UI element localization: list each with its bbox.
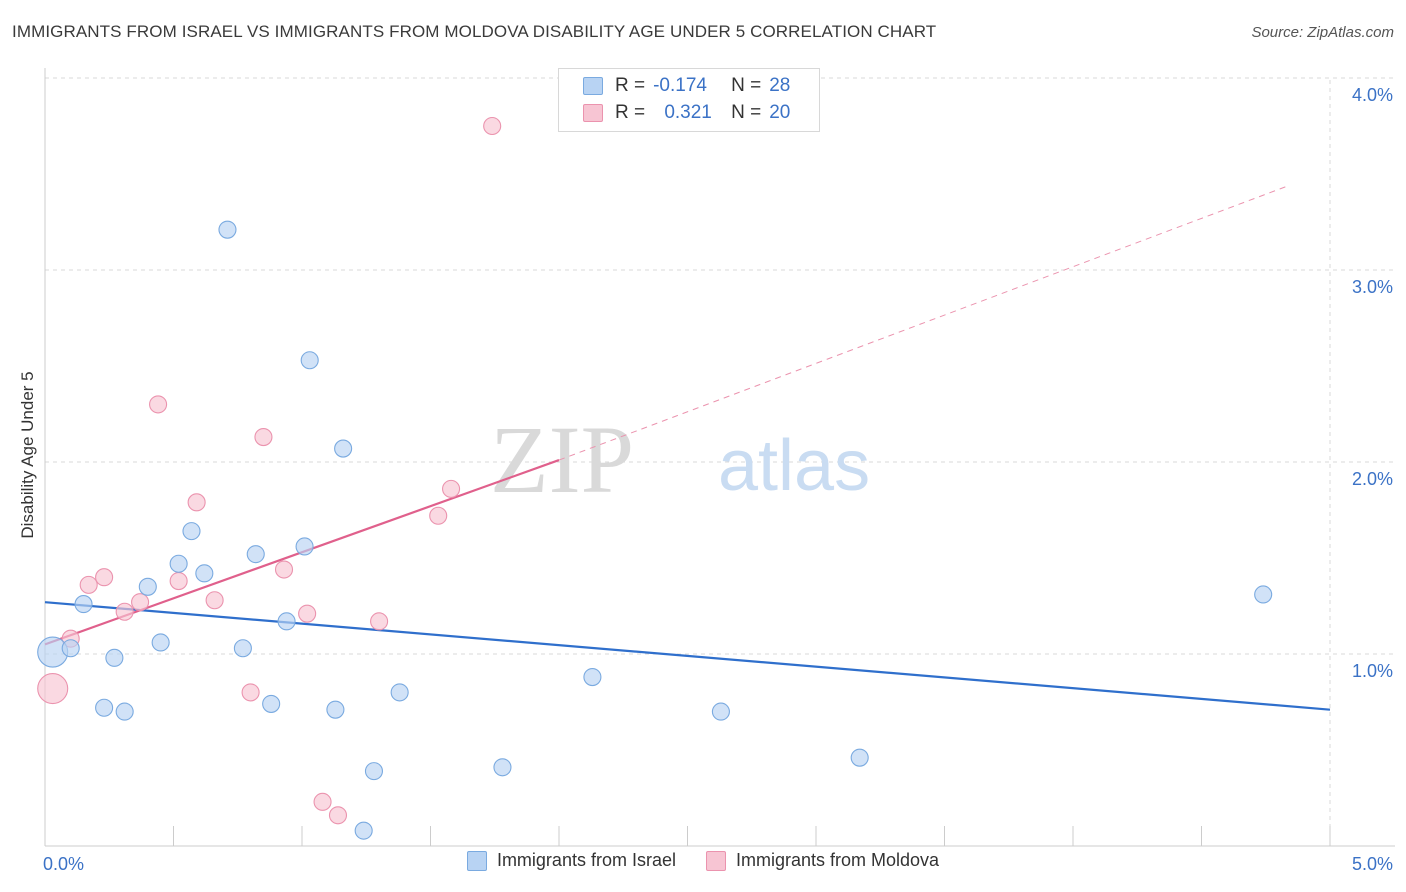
- point-israel: [74, 595, 93, 614]
- point-israel: [334, 439, 353, 458]
- y-tick-label: 4.0%: [1352, 85, 1393, 105]
- tick-labels: 1.0% 2.0% 3.0% 4.0% 0.0% 5.0%: [43, 85, 1393, 874]
- point-moldova: [298, 604, 317, 623]
- trend-line-israel: [44, 601, 1331, 711]
- point-moldova: [95, 568, 114, 587]
- data-points: [37, 116, 1273, 840]
- legend-item-israel[interactable]: Immigrants from Israel: [466, 850, 676, 871]
- y-tick-label: 1.0%: [1352, 661, 1393, 681]
- point-israel: [326, 700, 345, 719]
- point-moldova: [328, 806, 348, 825]
- stats-r-label: R =: [615, 75, 646, 96]
- y-axis-label: Disability Age Under 5: [18, 371, 37, 539]
- point-moldova: [37, 673, 69, 705]
- point-moldova: [169, 571, 188, 591]
- y-tick-label: 3.0%: [1352, 277, 1393, 297]
- stats-r-value-israel: -0.174: [653, 75, 707, 96]
- point-moldova: [131, 593, 150, 612]
- source-label[interactable]: Source: ZipAtlas.com: [1251, 24, 1394, 41]
- stats-r-value-moldova: 0.321: [664, 102, 712, 123]
- trend-line-moldova-extension: [558, 185, 1290, 461]
- point-israel: [300, 351, 319, 370]
- point-israel: [390, 683, 409, 702]
- stats-n-label: N =: [731, 102, 762, 123]
- point-israel: [105, 648, 124, 667]
- point-israel: [295, 537, 314, 556]
- stats-r-label: R =: [615, 102, 646, 123]
- point-israel: [711, 702, 730, 721]
- legend-item-moldova[interactable]: Immigrants from Moldova: [705, 850, 940, 871]
- stats-swatch-israel: [583, 77, 603, 95]
- watermark: ZIP atlas: [490, 406, 870, 513]
- point-israel: [182, 522, 201, 541]
- point-israel: [233, 639, 252, 658]
- legend-label-moldova: Immigrants from Moldova: [735, 850, 940, 870]
- legend-swatch-israel: [466, 850, 487, 871]
- legend: Immigrants from Israel Immigrants from M…: [0, 850, 1406, 871]
- point-israel: [583, 667, 602, 687]
- point-israel: [151, 633, 170, 652]
- x-tick-label: 5.0%: [1352, 854, 1393, 874]
- point-israel: [493, 758, 512, 777]
- legend-swatch-moldova: [705, 850, 726, 871]
- y-tick-label: 2.0%: [1352, 469, 1393, 489]
- point-israel: [850, 748, 869, 767]
- point-israel: [169, 554, 188, 573]
- stats-box: R = -0.174 N = 28 R = 0.321 N = 20: [558, 68, 820, 132]
- point-israel: [61, 639, 80, 658]
- point-moldova: [149, 395, 168, 414]
- point-israel: [115, 702, 134, 721]
- point-moldova: [254, 427, 273, 447]
- stats-n-value-israel: 28: [769, 75, 791, 96]
- point-moldova: [205, 591, 224, 610]
- point-moldova: [442, 479, 461, 498]
- axes: [44, 68, 1395, 847]
- point-moldova: [429, 506, 448, 525]
- point-israel: [138, 577, 157, 596]
- point-moldova: [274, 560, 294, 579]
- stats-swatch-moldova: [583, 104, 603, 122]
- watermark-atlas: atlas: [718, 426, 870, 506]
- point-moldova: [241, 683, 260, 702]
- stats-row-moldova: R = 0.321 N = 20: [583, 100, 791, 126]
- point-moldova: [115, 602, 134, 621]
- chart-title: IMMIGRANTS FROM ISRAEL VS IMMIGRANTS FRO…: [12, 22, 937, 41]
- point-israel: [364, 762, 384, 781]
- stats-n-label: N =: [731, 75, 762, 96]
- legend-label-israel: Immigrants from Israel: [496, 850, 676, 870]
- point-moldova: [313, 792, 332, 811]
- point-israel: [95, 698, 114, 717]
- point-israel: [195, 564, 214, 583]
- point-moldova: [370, 612, 389, 631]
- point-israel: [246, 545, 265, 564]
- x-tick-label: 0.0%: [43, 854, 84, 874]
- stats-row-israel: R = -0.174 N = 28: [583, 73, 791, 99]
- point-israel: [262, 694, 281, 713]
- point-israel: [277, 612, 296, 631]
- stats-n-value-moldova: 20: [769, 102, 791, 123]
- watermark-zip: ZIP: [490, 406, 634, 513]
- point-israel: [354, 821, 373, 840]
- point-moldova: [187, 493, 206, 512]
- point-israel: [1254, 585, 1273, 604]
- point-israel: [218, 220, 237, 239]
- trend-lines: [44, 185, 1331, 711]
- point-moldova: [79, 575, 98, 594]
- point-moldova: [483, 116, 502, 136]
